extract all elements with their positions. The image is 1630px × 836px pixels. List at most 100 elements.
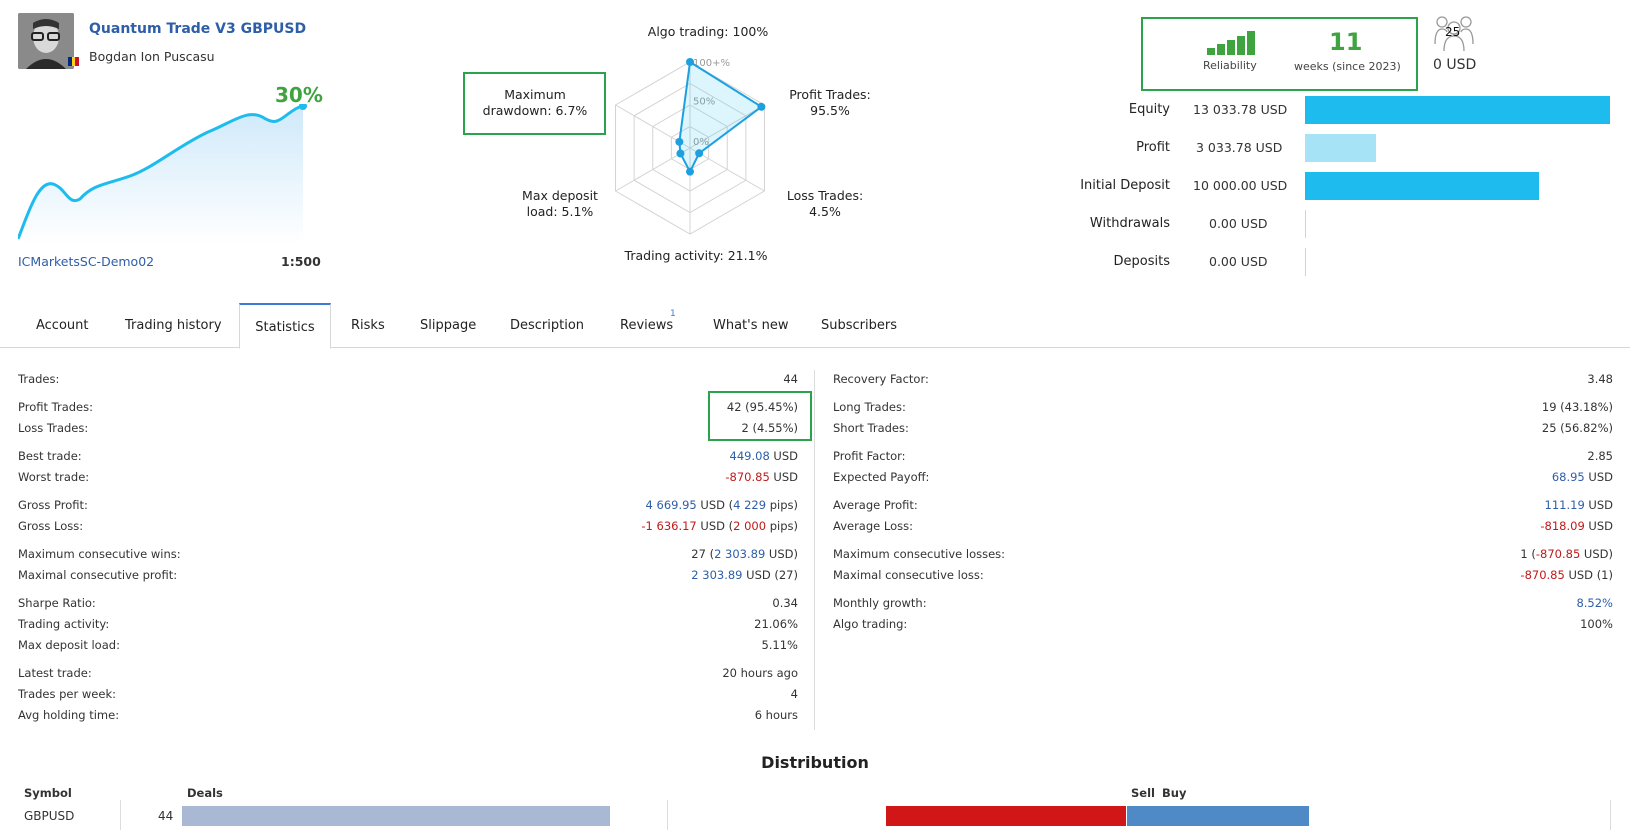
tab-risks[interactable]: Risks <box>351 318 385 333</box>
stat-label: Avg holding time: <box>18 708 120 722</box>
deposits-bar <box>1305 248 1306 276</box>
stat-label: Maximum consecutive wins: <box>18 547 181 561</box>
deposits-label: Deposits <box>1113 254 1170 269</box>
stat-number: 4 669.95 <box>645 498 697 512</box>
stat-label: Loss Trades: <box>18 421 89 435</box>
stat-label: Maximum consecutive losses: <box>833 547 1006 561</box>
stat-label: Trading activity: <box>18 617 110 631</box>
stat-value: 2 (4.55%) <box>741 421 798 435</box>
stat-unit: USD <box>1584 519 1613 533</box>
stat-unit: pips) <box>766 519 798 533</box>
stat-label: Maximal consecutive profit: <box>18 568 178 582</box>
dist-deals-bar <box>182 806 610 826</box>
subscribers-funds: 0 USD <box>1433 57 1477 73</box>
stat-number: -870.85 <box>1520 568 1565 582</box>
stat-label: Trades: <box>18 372 60 386</box>
dist-row-symbol: GBPUSD <box>24 809 75 823</box>
highlight-box-drawdown <box>463 72 606 135</box>
withdrawals-bar <box>1305 210 1306 238</box>
reliability-label: Reliability <box>1203 59 1257 72</box>
stat-number: 449.08 <box>729 449 770 463</box>
radar-label-activity: Trading activity: 21.1% <box>624 248 768 263</box>
stat-label: Gross Profit: <box>18 498 88 512</box>
signal-title[interactable]: Quantum Trade V3 GBPUSD <box>89 21 307 37</box>
column-divider <box>814 370 815 730</box>
stat-value: 44 <box>783 372 798 386</box>
stat-label: Profit Factor: <box>833 449 906 463</box>
radar-data-point <box>676 149 685 158</box>
stat-value: -870.85 USD (1) <box>1520 568 1613 582</box>
stat-label: Sharpe Ratio: <box>18 596 96 610</box>
radar-axis-tick: 0% <box>693 137 709 148</box>
highlight-box-reliability <box>1141 17 1418 91</box>
radar-axis-line <box>689 104 765 149</box>
stat-label: Algo trading: <box>833 617 908 631</box>
radar-label-loss: Loss Trades: 4.5% <box>786 188 864 219</box>
radar-data-point <box>686 58 694 66</box>
tab-description[interactable]: Description <box>510 318 585 333</box>
dist-buy-bar <box>1127 806 1310 826</box>
dist-header-sell: Sell <box>1131 786 1155 800</box>
dist-header-buy: Buy <box>1162 786 1187 800</box>
radar-data-point <box>695 149 704 158</box>
stat-unit: pips) <box>766 498 798 512</box>
author-name[interactable]: Bogdan Ion Puscasu <box>89 49 215 64</box>
deposits-value: 0.00 USD <box>1209 254 1268 269</box>
profit-bar <box>1305 134 1376 162</box>
stat-value: 3.48 <box>1587 372 1613 386</box>
tab-reviews[interactable]: Reviews <box>620 318 674 333</box>
stat-label: Max deposit load: <box>18 638 120 652</box>
tab-account[interactable]: Account <box>36 318 89 333</box>
subscribers-icon[interactable] <box>1434 14 1474 52</box>
tab-whats-new[interactable]: What's new <box>713 318 789 333</box>
leverage: 1:500 <box>281 254 321 269</box>
stat-label: Short Trades: <box>833 421 909 435</box>
stat-unit: USD (1) <box>1564 568 1613 582</box>
dist-header-symbol: Symbol <box>24 786 72 800</box>
stat-number: 2 303.89 <box>691 568 743 582</box>
tab-trading-history[interactable]: Trading history <box>125 318 222 333</box>
stat-value: -870.85 USD <box>725 470 798 484</box>
stat-unit: USD <box>1584 470 1613 484</box>
stat-unit: USD) <box>1580 547 1613 561</box>
stat-value: 111.19 USD <box>1545 498 1613 512</box>
stat-value: 4 669.95 USD (4 229 pips) <box>646 498 798 512</box>
profit-label: Profit <box>1136 140 1170 155</box>
tab-statistics[interactable]: Statistics <box>239 303 331 349</box>
radar-data-point <box>757 102 766 111</box>
stat-value: 2.85 <box>1587 449 1613 463</box>
stat-label: Recovery Factor: <box>833 372 929 386</box>
tab-slippage[interactable]: Slippage <box>420 318 477 333</box>
stat-label: Average Loss: <box>833 519 913 533</box>
stat-label: Worst trade: <box>18 470 90 484</box>
stat-prefix: 27 ( <box>691 547 715 561</box>
stat-pips: 2 000 <box>733 519 767 533</box>
growth-sparkline <box>18 104 307 244</box>
stat-value: 27 (2 303.89 USD) <box>691 547 798 561</box>
stat-unit: USD (27) <box>742 568 798 582</box>
stat-label: Profit Trades: <box>18 400 94 414</box>
stat-number: -870.85 <box>725 470 770 484</box>
subscribers-count: 25 <box>1445 25 1461 39</box>
stat-value: 6 hours <box>754 708 798 722</box>
avatar[interactable] <box>18 13 74 69</box>
stat-value: 100% <box>1580 617 1613 631</box>
stat-label: Average Profit: <box>833 498 918 512</box>
stat-number: -870.85 <box>1535 547 1581 561</box>
stat-pips: 4 229 <box>733 498 767 512</box>
equity-label: Equity <box>1128 102 1170 117</box>
stat-value: 20 hours ago <box>722 666 798 680</box>
growth-percent: 30% <box>275 83 323 107</box>
radar-label-algo: Algo trading: 100% <box>647 24 769 39</box>
stat-value: 19 (43.18%) <box>1541 400 1613 414</box>
distribution-title: Distribution <box>761 753 869 772</box>
stat-value: 2 303.89 USD (27) <box>691 568 798 582</box>
broker-server-link[interactable]: ICMarketsSC-Demo02 <box>18 254 155 269</box>
stat-value: -1 636.17 USD (2 000 pips) <box>641 519 798 533</box>
withdrawals-value: 0.00 USD <box>1209 216 1268 231</box>
stat-unit: USD <box>1584 498 1613 512</box>
radar-axis-tick: 100+% <box>693 58 730 69</box>
stat-label: Monthly growth: <box>833 596 927 610</box>
tab-subscribers[interactable]: Subscribers <box>821 318 897 333</box>
highlight-box-trades <box>708 391 812 441</box>
